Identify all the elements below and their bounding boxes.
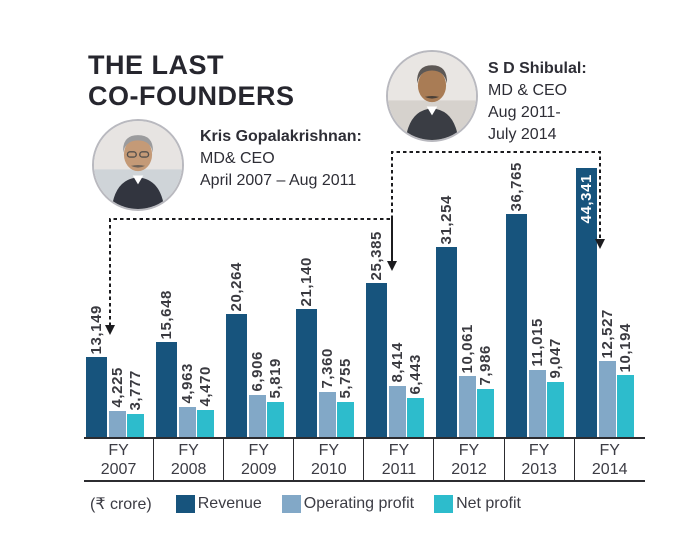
value-label-net-profit-fy2011: 6,443: [407, 354, 424, 395]
value-label-revenue-fy2007: 13,149: [88, 304, 105, 354]
shibulal-caption: S D Shibulal: MD & CEO Aug 2011- July 20…: [488, 58, 587, 146]
value-label-net-profit-fy2012: 7,986: [477, 345, 494, 386]
value-label-revenue-fy2009: 20,264: [228, 261, 245, 311]
value-label-operating-profit-fy2010: 7,360: [319, 348, 336, 389]
bar-net-profit-fy2009: [267, 402, 284, 437]
legend-label: Net profit: [456, 495, 521, 512]
bar-revenue-fy2008: [156, 342, 177, 437]
kris-silhouette-icon: [94, 121, 182, 209]
axis-label-fy2014: FY 2014: [591, 441, 628, 478]
kris-role: MD& CEO: [200, 150, 275, 167]
value-label-revenue-fy2011: 25,385: [368, 230, 385, 280]
legend-swatch-icon: [434, 495, 454, 513]
legend-swatch-icon: [281, 495, 301, 513]
value-label-revenue-fy2008: 15,648: [158, 289, 175, 339]
bar-revenue-fy2007: [86, 357, 107, 437]
legend-item-operating-profit: Operating profit: [281, 495, 415, 513]
bar-revenue-fy2010: [296, 309, 317, 437]
unit-label: (₹ crore): [90, 496, 152, 513]
bar-revenue-fy2012: [436, 247, 457, 437]
shibulal-name: S D Shibulal:: [488, 60, 587, 77]
axis-label-fy2007: FY 2007: [84, 439, 155, 480]
page-title: THE LAST CO-FOUNDERS: [88, 50, 295, 112]
axis-label-fy2012: FY 2012: [434, 439, 505, 480]
value-label-revenue-fy2014: 44,341: [578, 174, 595, 224]
kris-portrait-icon: [92, 119, 184, 211]
axis-label-fy2011: FY 2011: [364, 439, 435, 480]
bar-operating-profit-fy2012: [459, 376, 476, 437]
value-label-revenue-fy2012: 31,254: [438, 194, 455, 244]
legend-swatch-icon: [175, 495, 195, 513]
legend-item-net-profit: Net profit: [434, 495, 521, 513]
value-label-net-profit-fy2013: 9,047: [547, 338, 564, 379]
kris-tenure: April 2007 – Aug 2011: [200, 172, 357, 189]
value-label-revenue-fy2010: 21,140: [298, 256, 315, 306]
bar-net-profit-fy2014: [617, 375, 634, 437]
bar-revenue-fy2011: [366, 283, 387, 437]
bar-operating-profit-fy2008: [179, 407, 196, 437]
value-label-revenue-fy2013: 36,765: [508, 161, 525, 211]
legend-item-revenue: Revenue: [175, 495, 262, 513]
value-label-operating-profit-fy2014: 12,527: [599, 308, 616, 358]
bar-revenue-fy2009: [226, 314, 247, 437]
value-label-net-profit-fy2009: 5,819: [267, 358, 284, 399]
value-label-net-profit-fy2014: 10,194: [617, 322, 634, 372]
bar-revenue-fy2013: [506, 214, 527, 437]
bar-operating-profit-fy2014: [599, 361, 616, 437]
bar-net-profit-fy2013: [547, 382, 564, 437]
shibulal-role: MD & CEO: [488, 82, 568, 99]
axis-label-fy2009: FY 2009: [224, 439, 295, 480]
bar-net-profit-fy2011: [407, 398, 424, 437]
axis-label-fy2010: FY 2010: [294, 439, 365, 480]
value-label-operating-profit-fy2012: 10,061: [459, 323, 476, 373]
legend-label: Revenue: [197, 495, 262, 512]
shibulal-tenure-line-1: Aug 2011-: [488, 104, 561, 121]
title-line-1: THE LAST: [88, 50, 224, 80]
legend: (₹ crore) Revenue Operating profit Net pro…: [90, 494, 541, 514]
bar-net-profit-fy2007: [127, 414, 144, 437]
value-label-net-profit-fy2008: 4,470: [197, 366, 214, 407]
bar-operating-profit-fy2013: [529, 370, 546, 437]
kris-name: Kris Gopalakrishnan:: [200, 128, 362, 145]
value-label-operating-profit-fy2013: 11,015: [529, 318, 546, 367]
bar-net-profit-fy2010: [337, 402, 354, 437]
value-label-operating-profit-fy2007: 4,225: [109, 367, 126, 408]
value-label-operating-profit-fy2008: 4,963: [179, 363, 196, 404]
x-axis: FY 2007 FY 2008 FY 2009 FY 2010 FY 2011 FY 2012 FY 20…: [84, 437, 645, 482]
bar-operating-profit-fy2009: [249, 395, 266, 437]
axis-label-fy2013: FY 2013: [505, 439, 575, 480]
title-line-2: CO-FOUNDERS: [88, 81, 295, 111]
legend-label: Operating profit: [303, 495, 415, 512]
shibulal-tenure-line-2: July 2014: [488, 126, 557, 143]
bar-net-profit-fy2008: [197, 410, 214, 437]
bar-operating-profit-fy2011: [389, 386, 406, 437]
kris-caption: Kris Gopalakrishnan: MD& CEO April 2007 …: [200, 126, 362, 192]
value-label-net-profit-fy2010: 5,755: [337, 358, 354, 399]
bar-operating-profit-fy2010: [319, 392, 336, 437]
value-label-net-profit-fy2007: 3,777: [127, 370, 144, 411]
bar-operating-profit-fy2007: [109, 411, 126, 437]
axis-label-fy2008: FY 2008: [154, 439, 225, 480]
value-label-operating-profit-fy2009: 6,906: [249, 351, 266, 392]
bar-net-profit-fy2012: [477, 389, 494, 437]
value-label-operating-profit-fy2011: 8,414: [389, 342, 406, 383]
